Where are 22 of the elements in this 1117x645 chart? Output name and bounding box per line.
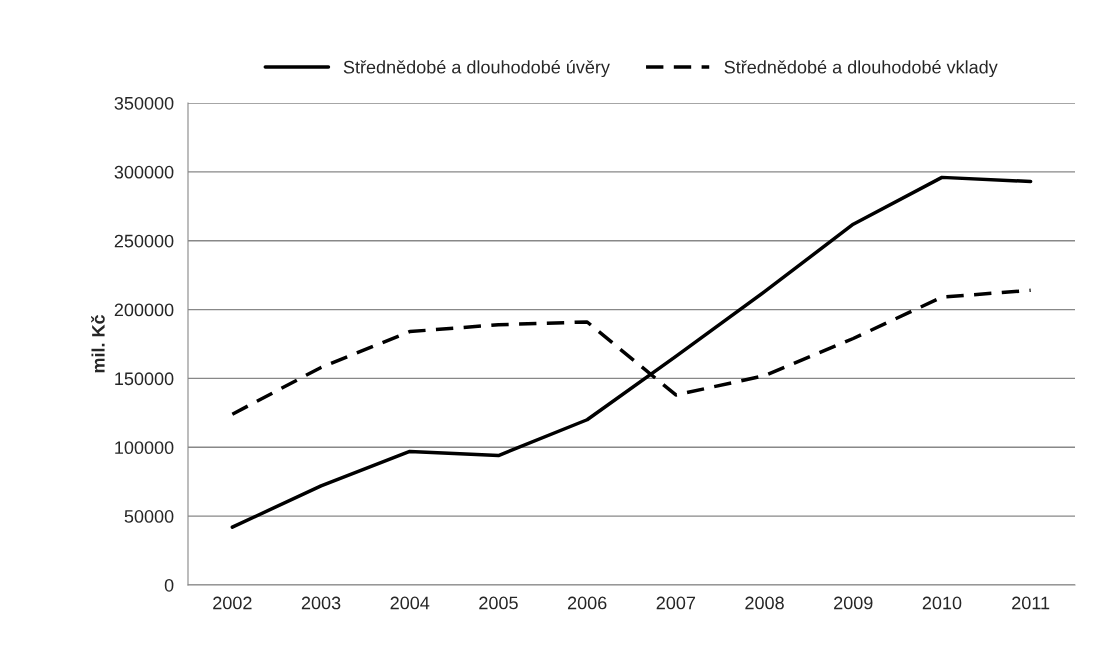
y-tick-label: 0 xyxy=(164,578,174,592)
x-tick-label: 2007 xyxy=(656,596,696,610)
y-axis-title: mil. Kč xyxy=(91,314,105,373)
x-tick-label: 2003 xyxy=(301,596,341,610)
y-tick-label: 50000 xyxy=(124,510,174,523)
line-series xyxy=(230,175,1033,529)
x-tick-label: 2011 xyxy=(1012,596,1050,610)
legend-label: Střednědobé a dlouhodobé vklady xyxy=(724,60,998,78)
y-tick-label: 300000 xyxy=(114,165,174,179)
legend-label: Střednědobé a dlouhodobé úvěry xyxy=(343,60,610,78)
x-tick-label: 2008 xyxy=(745,596,784,610)
x-tick-label: 2004 xyxy=(390,596,430,610)
y-tick-label: 200000 xyxy=(114,303,174,317)
x-tick-label: 2009 xyxy=(834,596,873,610)
y-tick-label: 100000 xyxy=(115,441,174,455)
y-tick-label: 150000 xyxy=(115,372,174,386)
x-tick-label: 2005 xyxy=(479,596,518,610)
y-tick-label: 250000 xyxy=(114,234,174,248)
y-tick-label: 350000 xyxy=(114,96,174,110)
x-tick-label: 2002 xyxy=(213,596,252,610)
x-tick-label: 2006 xyxy=(567,596,607,610)
x-tick-label: 2010 xyxy=(922,596,962,610)
